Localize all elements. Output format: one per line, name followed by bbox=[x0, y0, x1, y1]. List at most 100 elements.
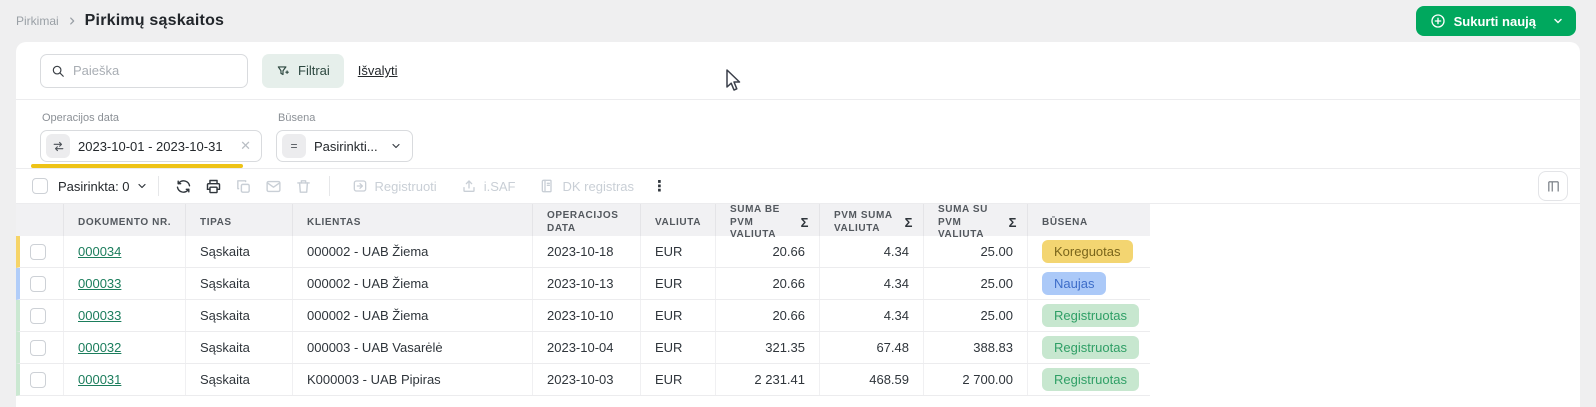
status-badge: Registruotas bbox=[1042, 304, 1139, 327]
status-cell: Naujas bbox=[1028, 268, 1150, 299]
gross-cell: 2 700.00 bbox=[924, 364, 1028, 395]
column-settings-button[interactable] bbox=[1538, 171, 1568, 201]
type-cell: Sąskaita bbox=[186, 236, 293, 267]
chevron-down-icon[interactable] bbox=[1552, 15, 1564, 27]
create-new-button[interactable]: Sukurti naują bbox=[1415, 6, 1576, 36]
document-link[interactable]: 000033 bbox=[78, 276, 122, 291]
gross-cell: 25.00 bbox=[924, 300, 1028, 331]
document-cell: 000034 bbox=[64, 236, 186, 267]
date-cell: 2023-10-10 bbox=[533, 300, 641, 331]
date-cell: 2023-10-18 bbox=[533, 236, 641, 267]
header-document-nr[interactable]: Dokumento nr. bbox=[64, 204, 186, 242]
date-cell: 2023-10-13 bbox=[533, 268, 641, 299]
status-badge: Registruotas bbox=[1042, 336, 1139, 359]
clear-filters-link[interactable]: Išvalyti bbox=[357, 63, 398, 78]
vat-cell: 4.34 bbox=[820, 268, 924, 299]
sum-icon[interactable]: Σ bbox=[904, 214, 913, 230]
table-row[interactable]: 000032 Sąskaita 000003 - UAB Vasarėlė 20… bbox=[16, 332, 1150, 364]
search-input[interactable] bbox=[73, 63, 237, 78]
sum-icon[interactable]: Σ bbox=[1008, 214, 1017, 230]
status-badge: Koreguotas bbox=[1042, 240, 1133, 263]
status-cell: Registruotas bbox=[1028, 332, 1150, 363]
top-bar: Pirkimai Pirkimų sąskaitos Sukurti naują bbox=[0, 0, 1596, 42]
checkbox-cell bbox=[20, 332, 64, 363]
document-cell: 000033 bbox=[64, 268, 186, 299]
client-cell: 000002 - UAB Žiema bbox=[293, 236, 533, 267]
status-select[interactable]: = Pasirinkti... bbox=[276, 130, 413, 162]
header-currency[interactable]: Valiuta bbox=[641, 204, 716, 242]
client-cell: K000003 - UAB Pipiras bbox=[293, 364, 533, 395]
clear-date-icon[interactable]: ✕ bbox=[240, 138, 251, 153]
mail-icon bbox=[259, 172, 289, 200]
header-client[interactable]: Klientas bbox=[293, 204, 533, 242]
invoices-table: Dokumento nr. Tipas Klientas Operacijos … bbox=[16, 204, 1150, 396]
kebab-menu-icon[interactable]: ⋮ bbox=[652, 178, 668, 195]
gross-cell: 25.00 bbox=[924, 268, 1028, 299]
table-row[interactable]: 000031 Sąskaita K000003 - UAB Pipiras 20… bbox=[16, 364, 1150, 396]
sum-icon[interactable]: Σ bbox=[800, 214, 809, 230]
row-checkbox[interactable] bbox=[30, 307, 46, 324]
status-cell: Registruotas bbox=[1028, 364, 1150, 395]
print-icon[interactable] bbox=[199, 172, 229, 200]
selected-count-label: Pasirinkta: 0 bbox=[58, 178, 130, 194]
header-operation-date[interactable]: Operacijos data bbox=[533, 204, 641, 242]
header-gross-amount[interactable]: Suma su PVM valiuta Σ bbox=[924, 204, 1028, 242]
currency-cell: EUR bbox=[641, 332, 716, 363]
header-checkbox-cell bbox=[16, 204, 64, 242]
status-placeholder: Pasirinkti... bbox=[314, 138, 378, 154]
search-row: Filtrai Išvalyti bbox=[16, 42, 1580, 100]
vat-cell: 4.34 bbox=[820, 300, 924, 331]
status-badge: Registruotas bbox=[1042, 368, 1139, 391]
status-label: Būsena bbox=[278, 112, 316, 124]
row-checkbox[interactable] bbox=[30, 371, 46, 388]
type-cell: Sąskaita bbox=[186, 364, 293, 395]
register-label: Registruoti bbox=[374, 178, 437, 194]
vat-cell: 468.59 bbox=[820, 364, 924, 395]
swap-horizontal-icon[interactable] bbox=[46, 134, 70, 158]
equals-icon: = bbox=[282, 134, 306, 158]
filters-button[interactable]: Filtrai bbox=[262, 53, 344, 88]
document-link[interactable]: 000033 bbox=[78, 308, 122, 323]
document-link[interactable]: 000031 bbox=[78, 372, 122, 387]
register-icon bbox=[352, 178, 368, 194]
operation-date-input[interactable]: 2023-10-01 - 2023-10-31 ✕ bbox=[31, 130, 262, 168]
date-cell: 2023-10-03 bbox=[533, 364, 641, 395]
chevron-right-icon bbox=[67, 16, 77, 26]
chevron-down-icon[interactable] bbox=[136, 180, 148, 192]
header-net-label: Suma be PVM valiuta bbox=[730, 204, 780, 240]
net-cell: 20.66 bbox=[716, 268, 820, 299]
dk-register-label: DK registras bbox=[562, 178, 635, 194]
date-cell: 2023-10-04 bbox=[533, 332, 641, 363]
breadcrumb-parent[interactable]: Pirkimai bbox=[16, 14, 59, 28]
refresh-icon[interactable] bbox=[169, 172, 199, 200]
operation-date-value: 2023-10-01 - 2023-10-31 bbox=[78, 138, 223, 154]
active-filter-underline bbox=[31, 164, 243, 168]
select-all-checkbox[interactable] bbox=[32, 178, 48, 194]
document-link[interactable]: 000034 bbox=[78, 244, 122, 259]
chevron-down-icon bbox=[390, 140, 402, 152]
row-checkbox[interactable] bbox=[30, 243, 46, 260]
table-header: Dokumento nr. Tipas Klientas Operacijos … bbox=[16, 204, 1150, 242]
document-link[interactable]: 000032 bbox=[78, 340, 122, 355]
isaf-button: i.SAF bbox=[461, 178, 516, 194]
header-type[interactable]: Tipas bbox=[186, 204, 293, 242]
gross-cell: 25.00 bbox=[924, 236, 1028, 267]
table-row[interactable]: 000033 Sąskaita 000002 - UAB Žiema 2023-… bbox=[16, 268, 1150, 300]
upload-icon bbox=[461, 178, 477, 194]
status-cell: Koreguotas bbox=[1028, 236, 1150, 267]
checkbox-cell bbox=[20, 236, 64, 267]
table-row[interactable]: 000034 Sąskaita 000002 - UAB Žiema 2023-… bbox=[16, 236, 1150, 268]
header-status[interactable]: Būsena bbox=[1042, 216, 1088, 228]
vat-cell: 67.48 bbox=[820, 332, 924, 363]
header-net-amount[interactable]: Suma be PVM valiuta Σ bbox=[716, 204, 820, 242]
table-row[interactable]: 000033 Sąskaita 000002 - UAB Žiema 2023-… bbox=[16, 300, 1150, 332]
operation-date-label: Operacijos data bbox=[42, 112, 120, 124]
header-vat-amount[interactable]: PVM suma valiuta Σ bbox=[820, 204, 924, 242]
row-checkbox[interactable] bbox=[30, 275, 46, 292]
currency-cell: EUR bbox=[641, 236, 716, 267]
trash-icon bbox=[289, 172, 319, 200]
status-filter: Būsena = Pasirinkti... bbox=[276, 110, 413, 168]
breadcrumb: Pirkimai Pirkimų sąskaitos bbox=[16, 12, 224, 30]
row-checkbox[interactable] bbox=[30, 339, 46, 356]
isaf-label: i.SAF bbox=[483, 178, 516, 194]
